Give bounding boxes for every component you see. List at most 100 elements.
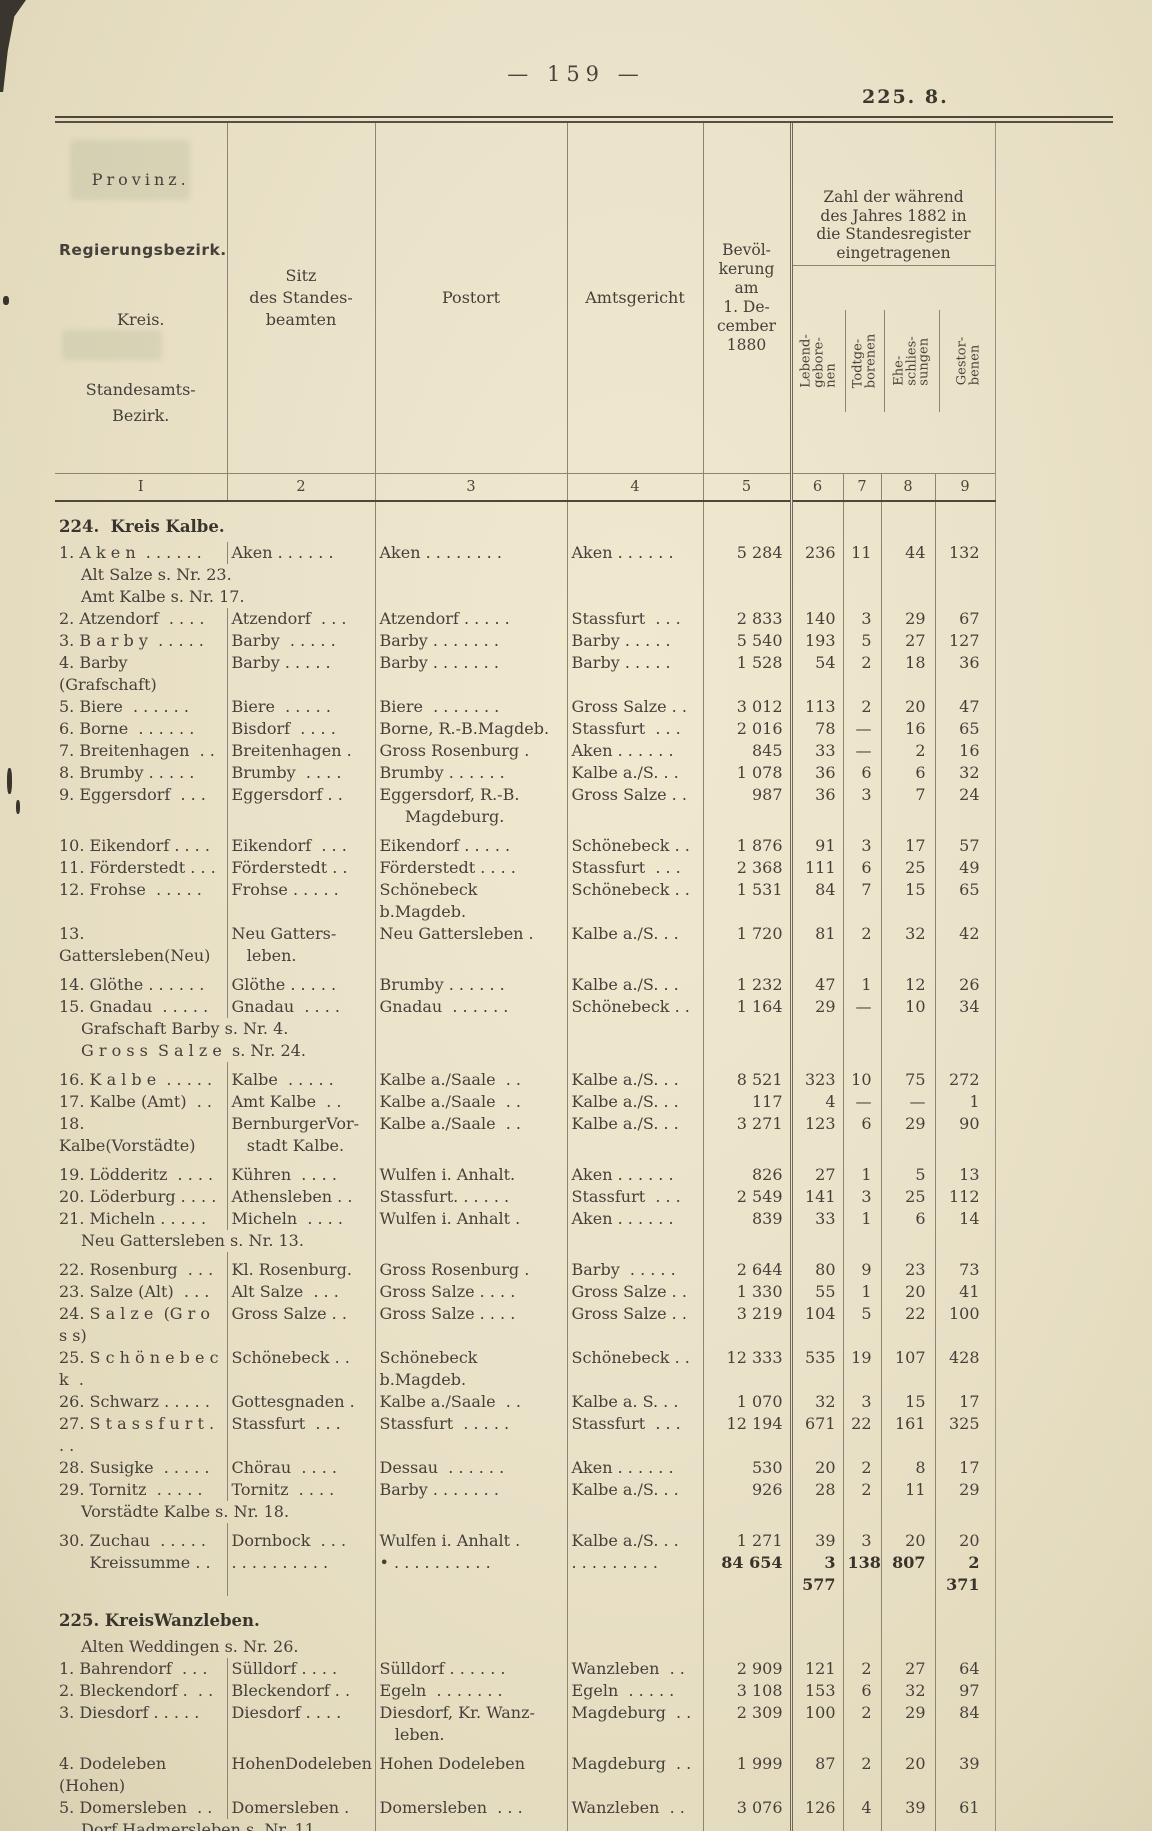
table-row: 13. Gattersleben(Neu) Neu Gatters- leben.… <box>55 923 996 967</box>
table-row: 7. Breitenhagen . . Breitenhagen . Gross R… <box>55 740 996 762</box>
cell-marriages: 25 <box>881 1186 936 1208</box>
cell-district: 11. Förderstedt . . . <box>55 857 228 879</box>
cell-stillbirths: 1 <box>843 1281 882 1303</box>
table-row: 14. Glöthe . . . . . . Glöthe . . . . . Br… <box>55 967 996 996</box>
table-row: 17. Kalbe (Amt) . . Amt Kalbe . . Kalbe a.… <box>55 1091 996 1113</box>
cell-stillbirths: 6 <box>843 857 882 879</box>
cell-empty <box>791 1636 844 1658</box>
cell-population: 12 333 <box>703 1347 793 1391</box>
table-row: 30. Zuchau . . . . . Dornbock . . . Wulfen… <box>55 1523 996 1552</box>
cell-marriages: 27 <box>881 1658 936 1680</box>
cell-live-births: 84 <box>791 879 844 923</box>
cell-deaths: 97 <box>935 1680 996 1702</box>
cell-empty <box>881 564 936 586</box>
cell-marriages: 20 <box>881 1281 936 1303</box>
cell-court: Wanzleben . . <box>567 1658 704 1680</box>
note-row: G r o s s S a l z e s. Nr. 24. <box>55 1040 996 1062</box>
cell-population: 3 076 <box>703 1797 793 1819</box>
column-number: 5 <box>703 473 793 502</box>
page-number: — 159 — <box>507 62 645 86</box>
header-post-town: Postort <box>375 123 568 474</box>
table-row: 2. Atzendorf . . . . Atzendorf . . . Atzen… <box>55 608 996 630</box>
cell-stillbirths: 2 <box>843 1479 882 1501</box>
cell-empty <box>703 1636 793 1658</box>
cell-stillbirths: 2 <box>843 923 882 967</box>
cross-reference-note: Alt Salze s. Nr. 23. <box>55 564 376 586</box>
column-number: 6 <box>791 473 844 502</box>
cell-court: Aken . . . . . . <box>567 542 704 564</box>
table-row: 29. Tornitz . . . . . Tornitz . . . . Barb… <box>55 1479 996 1501</box>
cell-registrar-seat: Kl. Rosenburg. <box>227 1252 376 1281</box>
cell-post-town: Kalbe a./Saale . . <box>375 1062 568 1091</box>
cell-population: 1 876 <box>703 828 793 857</box>
cell-empty <box>567 1636 704 1658</box>
cell-empty <box>567 1596 704 1636</box>
cell-post-town: Schönebeck b.Magdeb. <box>375 879 568 923</box>
cell-court: Kalbe a./S. . . <box>567 1113 704 1157</box>
cell-district: 15. Gnadau . . . . . <box>55 996 228 1018</box>
cell-empty <box>935 501 996 542</box>
cell-court: Wanzleben . . <box>567 1797 704 1819</box>
table-row: 25. S c h ö n e b e c k . Schönebeck . .S… <box>55 1347 996 1391</box>
header-kreis: Kreis. <box>117 310 165 329</box>
cell-registrar-seat: Eggersdorf . . <box>227 784 376 828</box>
cell-district: 19. Lödderitz . . . . <box>55 1157 228 1186</box>
cell-empty <box>935 586 996 608</box>
table-row: 4. Dodeleben (Hohen) HohenDodeleben Hohen … <box>55 1746 996 1797</box>
cell-empty <box>881 1596 936 1636</box>
cell-deaths: 84 <box>935 1702 996 1746</box>
cell-empty <box>935 1230 996 1252</box>
cell-deaths: 61 <box>935 1797 996 1819</box>
cell-post-town: Brumby . . . . . . <box>375 762 568 784</box>
cell-marriages: 15 <box>881 879 936 923</box>
cell-district: 3. B a r b y . . . . . <box>55 630 228 652</box>
cell-population: 987 <box>703 784 793 828</box>
cell-empty <box>703 564 793 586</box>
cell-live-births: 236 <box>791 542 844 564</box>
cell-court: Kalbe a. S. . . <box>567 1391 704 1413</box>
section-title: 224. Kreis Kalbe. <box>55 501 376 542</box>
cell-empty <box>843 1040 882 1062</box>
cell-district: 20. Löderburg . . . . <box>55 1186 228 1208</box>
cell-empty <box>375 1636 568 1658</box>
section-title: 225. KreisWanzleben. <box>55 1596 376 1636</box>
cell-district: 2. Bleckendorf . . . <box>55 1680 228 1702</box>
cell-population: 3 271 <box>703 1113 793 1157</box>
cell-district: 10. Eikendorf . . . . <box>55 828 228 857</box>
cell-registrar-seat: Förderstedt . . <box>227 857 376 879</box>
cell-empty <box>703 501 793 542</box>
cell-post-town: Wulfen i. Anhalt . <box>375 1208 568 1230</box>
cell-empty <box>375 1018 568 1040</box>
column-number: 3 <box>375 473 568 502</box>
cell-court: Kalbe a./S. . . <box>567 1062 704 1091</box>
cell-marriages: 18 <box>881 652 936 696</box>
cell-district: 9. Eggersdorf . . . <box>55 784 228 828</box>
cell-live-births: 323 <box>791 1062 844 1091</box>
cell-court: Aken . . . . . . <box>567 740 704 762</box>
cell-empty <box>881 1018 936 1040</box>
cell-court: Stassfurt . . . <box>567 857 704 879</box>
cell-stillbirths: 3 <box>843 1391 882 1413</box>
cell-post-town: • . . . . . . . . . . <box>375 1552 568 1596</box>
cell-post-town: Förderstedt . . . . <box>375 857 568 879</box>
table-row: 3. B a r b y . . . . . Barby . . . . . Bar… <box>55 630 996 652</box>
header-registry-group: Zahl der während des Jahres 1882 in die … <box>791 123 996 474</box>
cell-population: 3 012 <box>703 696 793 718</box>
header-district: Provinz. Regierungsbezirk. Kreis. Stande… <box>55 123 228 474</box>
column-number: 4 <box>567 473 704 502</box>
cell-post-town: Barby . . . . . . . <box>375 1479 568 1501</box>
cell-empty <box>843 1230 882 1252</box>
cell-deaths: 65 <box>935 879 996 923</box>
cell-district: 26. Schwarz . . . . . <box>55 1391 228 1413</box>
cell-court: Schönebeck . . <box>567 828 704 857</box>
cell-post-town: Egeln . . . . . . . <box>375 1680 568 1702</box>
cell-registrar-seat: Kühren . . . . <box>227 1157 376 1186</box>
cell-stillbirths: 2 <box>843 652 882 696</box>
cell-empty <box>843 1636 882 1658</box>
cell-registrar-seat: Gross Salze . . <box>227 1303 376 1347</box>
cell-registrar-seat: Bisdorf . . . . <box>227 718 376 740</box>
header-population: Bevöl- kerung am 1. De- cember 1880 <box>703 123 793 474</box>
cell-deaths: 100 <box>935 1303 996 1347</box>
header-deaths: Gestor- benen <box>954 336 983 386</box>
cell-empty <box>703 586 793 608</box>
